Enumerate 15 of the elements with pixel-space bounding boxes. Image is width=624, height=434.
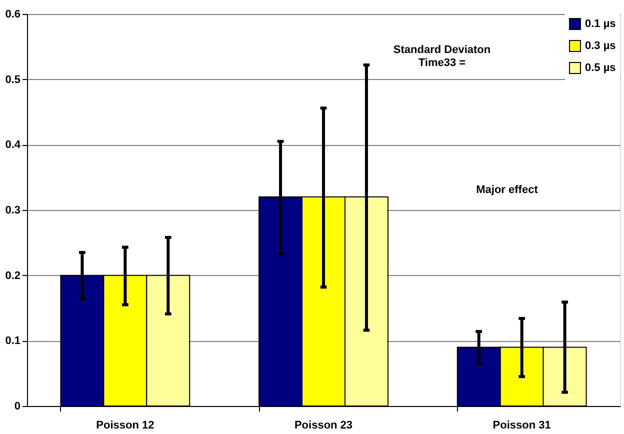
- legend-label: 0.5 µs: [585, 62, 616, 74]
- annotation: Standard Deviaton Time33 =: [393, 44, 491, 69]
- x-tick-label: Poisson 12: [96, 420, 154, 432]
- annotation: Major effect: [476, 184, 538, 196]
- y-tick-label: 0.2: [5, 270, 20, 282]
- y-tick-label: 0: [14, 400, 20, 412]
- y-tick-label: 0.5: [5, 74, 20, 86]
- x-tick-label: Poisson 23: [294, 420, 353, 432]
- legend-label: 0.3 µs: [585, 40, 616, 52]
- legend-label: 0.1 µs: [585, 18, 616, 30]
- y-tick-label: 0.1: [5, 335, 20, 348]
- y-tick-label: 0.3: [5, 204, 20, 216]
- y-tick-label: 0.6: [5, 8, 20, 20]
- y-tick-label: 0.4: [5, 139, 22, 152]
- x-tick-label: Poisson 31: [492, 420, 551, 432]
